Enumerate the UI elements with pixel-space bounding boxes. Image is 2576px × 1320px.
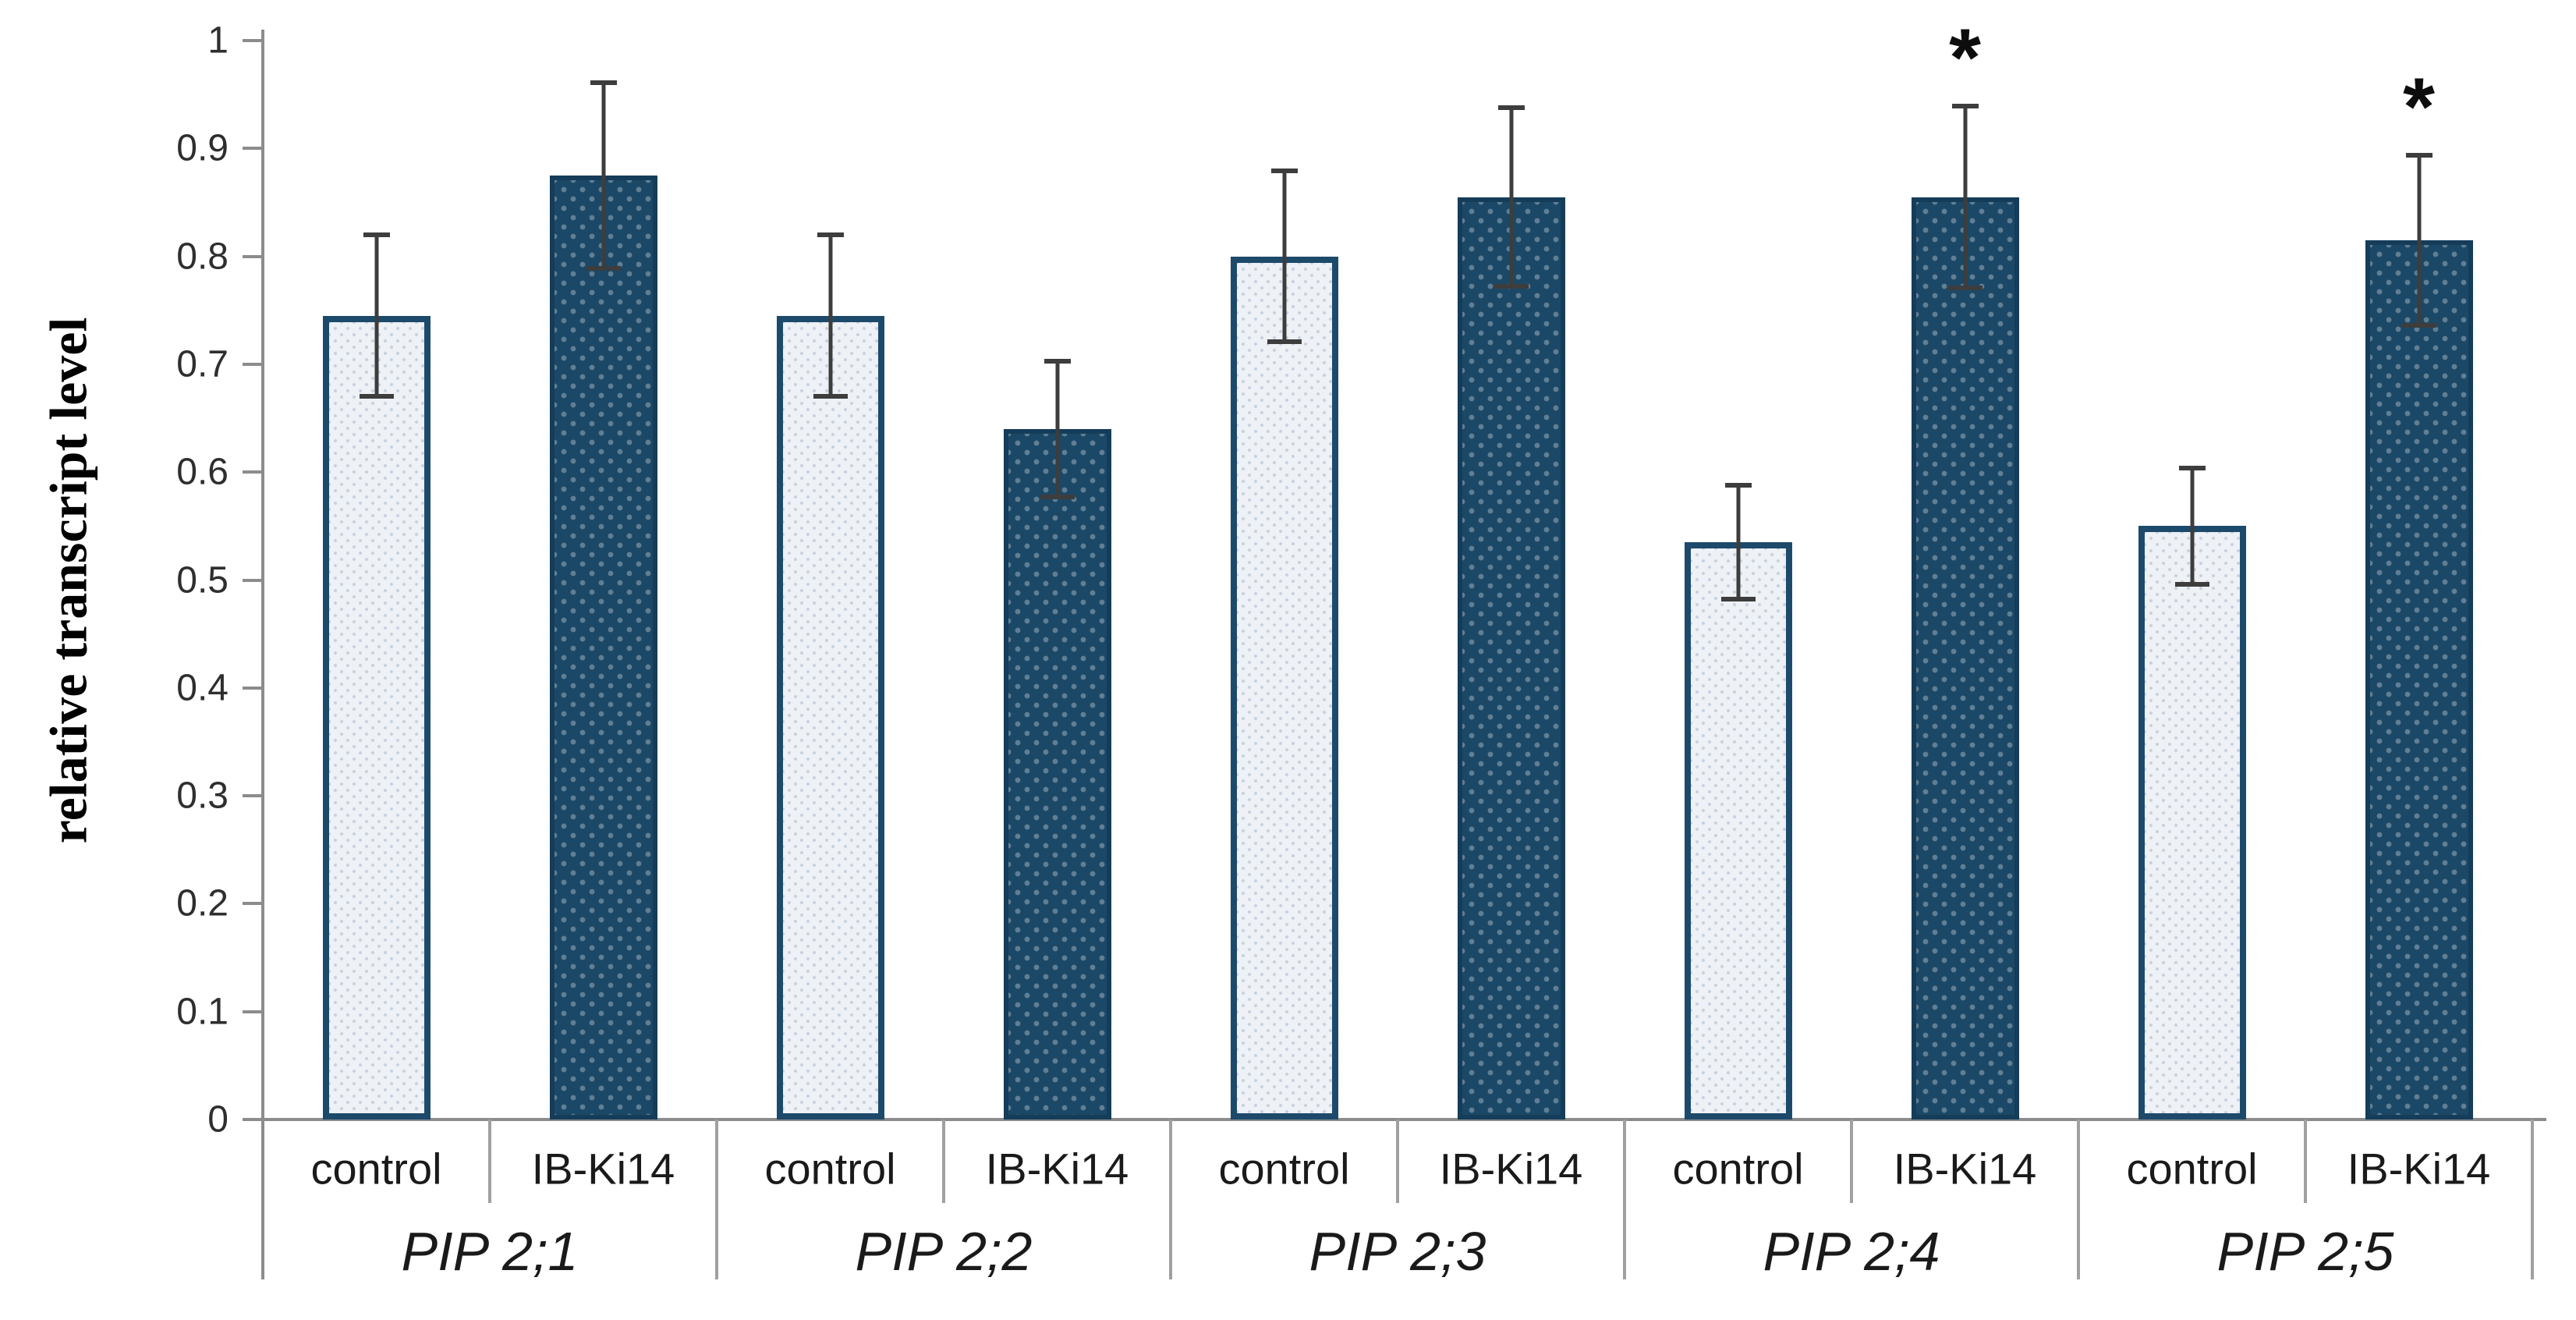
- group-label: PIP 2;2: [855, 1221, 1033, 1282]
- y-tick-mark: [243, 902, 263, 906]
- y-tick-mark: [243, 39, 263, 42]
- y-axis-line: [261, 30, 264, 1279]
- y-tick-label: 0.1: [176, 991, 229, 1033]
- bar-label: IB-Ki14: [531, 1144, 675, 1194]
- group-separator-line: [1169, 1120, 1172, 1279]
- y-tick-label: 0.4: [176, 667, 229, 709]
- chart-bar-IB-Ki14: [1003, 428, 1111, 1120]
- error-bar-cap-bottom: [1947, 285, 1982, 290]
- bar-separator-line: [1850, 1120, 1853, 1203]
- error-bar-cap-bottom: [813, 394, 848, 399]
- bar-label: control: [1672, 1144, 1804, 1194]
- group-label: PIP 2;4: [1763, 1221, 1940, 1282]
- chart-bar-control: [776, 315, 884, 1120]
- group-label: PIP 2;3: [1309, 1221, 1486, 1282]
- error-bar-line: [828, 234, 832, 397]
- error-bar-cap-top: [2178, 465, 2206, 470]
- error-bar-line: [2417, 154, 2421, 326]
- error-bar-cap-top: [590, 80, 617, 85]
- x-axis-line: [261, 1118, 2546, 1121]
- y-axis-title: relative transcript level: [38, 317, 98, 844]
- bar-label: control: [764, 1144, 896, 1194]
- y-tick-label: 1: [207, 20, 229, 62]
- error-bar-cap-top: [363, 232, 390, 237]
- bar-label: control: [1218, 1144, 1350, 1194]
- y-tick-label: 0.5: [176, 559, 229, 601]
- chart-bar-IB-Ki14: [549, 175, 657, 1120]
- error-bar-cap-top: [1044, 358, 1071, 364]
- error-bar-cap-bottom: [1720, 597, 1756, 602]
- y-tick-label: 0.8: [176, 236, 229, 278]
- error-bar-cap-bottom: [2401, 323, 2436, 328]
- group-separator-line: [2077, 1120, 2080, 1279]
- bar-label: IB-Ki14: [1893, 1144, 2037, 1194]
- error-bar-cap-top: [1497, 105, 1525, 110]
- error-bar-cap-top: [817, 232, 844, 237]
- error-bar-line: [1963, 106, 1967, 288]
- y-tick-label: 0.9: [176, 127, 229, 169]
- y-tick-mark: [243, 1118, 263, 1121]
- significance-asterisk: *: [2403, 61, 2435, 153]
- error-bar-cap-bottom: [359, 394, 394, 399]
- bar-label: IB-Ki14: [985, 1144, 1129, 1194]
- y-tick-label: 0.7: [176, 343, 229, 385]
- chart-bar-control: [322, 315, 431, 1120]
- error-bar-cap-top: [2405, 152, 2432, 158]
- error-bar-line: [374, 234, 378, 397]
- error-bar-cap-bottom: [1040, 495, 1075, 499]
- y-tick-mark: [243, 686, 263, 690]
- error-bar-line: [1055, 360, 1059, 497]
- y-tick-label: 0.3: [176, 775, 229, 817]
- error-bar-line: [601, 82, 605, 268]
- y-tick-mark: [243, 254, 263, 258]
- chart-bar-control: [1684, 542, 1792, 1120]
- error-bar-line: [1509, 107, 1513, 287]
- bar-label: IB-Ki14: [1439, 1144, 1583, 1194]
- bar-separator-line: [942, 1120, 945, 1203]
- bar-label: control: [310, 1144, 442, 1194]
- group-label: PIP 2;1: [401, 1221, 579, 1282]
- error-bar-cap-bottom: [2174, 582, 2209, 587]
- y-tick-mark: [243, 147, 263, 151]
- error-bar-cap-bottom: [1267, 339, 1302, 344]
- error-bar-cap-top: [1724, 482, 1752, 488]
- chart-bar-IB-Ki14: [1911, 197, 2019, 1120]
- y-tick-mark: [243, 362, 263, 366]
- bar-separator-line: [1396, 1120, 1399, 1203]
- group-separator-line: [2531, 1120, 2534, 1279]
- group-label: PIP 2;5: [2216, 1221, 2394, 1282]
- bar-separator-line: [488, 1120, 491, 1203]
- y-tick-label: 0: [207, 1098, 229, 1141]
- significance-asterisk: *: [1949, 12, 1981, 104]
- y-tick-label: 0.2: [176, 882, 229, 924]
- y-tick-mark: [243, 1010, 263, 1013]
- y-tick-label: 0.6: [176, 451, 229, 493]
- error-bar-cap-top: [1951, 104, 1979, 109]
- chart-bar-IB-Ki14: [2365, 240, 2473, 1120]
- chart-bar-IB-Ki14: [1457, 197, 1565, 1120]
- error-bar-line: [1736, 484, 1740, 600]
- bar-label: control: [2126, 1144, 2258, 1194]
- y-tick-mark: [243, 578, 263, 582]
- error-bar-line: [2190, 467, 2194, 585]
- error-bar-cap-bottom: [586, 265, 621, 271]
- group-separator-line: [715, 1120, 718, 1279]
- error-bar-cap-top: [1270, 169, 1298, 174]
- error-bar-line: [1282, 171, 1286, 342]
- chart-bar-control: [1230, 256, 1338, 1120]
- bar-label: IB-Ki14: [2347, 1144, 2491, 1194]
- error-bar-cap-bottom: [1494, 284, 1529, 289]
- group-separator-line: [1623, 1120, 1626, 1279]
- y-tick-mark: [243, 470, 263, 474]
- bar-separator-line: [2304, 1120, 2307, 1203]
- y-tick-mark: [243, 794, 263, 798]
- chart-bar-control: [2138, 526, 2246, 1120]
